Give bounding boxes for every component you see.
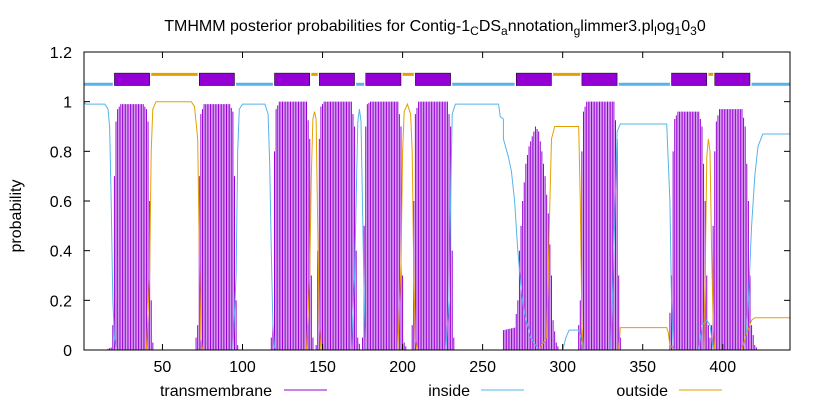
y-tick-label: 0.8 <box>50 144 72 161</box>
title-part: a <box>501 24 508 38</box>
y-tick-label: 1.2 <box>50 45 72 62</box>
title-part: TMHMM posterior probabilities for Contig… <box>164 18 470 35</box>
title-part: 3 <box>690 24 697 38</box>
title-part: 0 <box>681 18 690 35</box>
series-layer <box>83 101 790 351</box>
x-tick-label: 200 <box>389 359 416 376</box>
title-part: og <box>657 18 675 35</box>
y-axis-label: probability <box>8 180 25 253</box>
title-part: DS <box>479 18 501 35</box>
y-tick-label: 0.4 <box>50 244 72 261</box>
title-part: 0 <box>697 18 706 35</box>
axes-ticks: 0 0.2 0.4 0.6 0.8 1 1.2 50 100 150 200 250 300 350 400 <box>50 45 790 376</box>
x-tick-label: 400 <box>709 359 736 376</box>
title-part: nnotation <box>508 18 574 35</box>
topology-bar <box>84 72 790 86</box>
chart-title: TMHMM posterior probabilities for Contig… <box>164 18 706 38</box>
series-transmembrane <box>107 101 757 350</box>
legend-label-outside: outside <box>616 383 668 400</box>
topology-tm-segment <box>515 72 552 86</box>
y-tick-label: 0.6 <box>50 194 72 211</box>
topology-tm-segment <box>365 72 402 86</box>
topology-tm-segment <box>415 72 451 86</box>
title-part: 1 <box>675 24 682 38</box>
legend-label-transmembrane: transmembrane <box>160 383 272 400</box>
topology-tm-segment <box>319 72 355 86</box>
series-line-outside <box>84 101 790 351</box>
legend-label-inside: inside <box>428 383 470 400</box>
x-tick-label: 350 <box>629 359 656 376</box>
title-part: l <box>654 24 657 38</box>
y-tick-label: 0 <box>63 343 72 360</box>
topology-tm-segment <box>714 72 751 86</box>
title-part: limmer3.pl <box>580 18 654 35</box>
y-tick-label: 1 <box>63 95 72 112</box>
topology-tm-segment <box>114 72 150 86</box>
title-part: C <box>470 24 479 38</box>
title-part: g <box>574 24 581 38</box>
topology-tm-segment <box>199 72 235 86</box>
topology-tm-segment <box>671 72 708 86</box>
x-tick-label: 100 <box>229 359 256 376</box>
x-tick-label: 150 <box>309 359 336 376</box>
x-tick-label: 50 <box>154 359 172 376</box>
x-tick-label: 250 <box>469 359 496 376</box>
legend: transmembrane inside outside <box>160 383 722 400</box>
y-tick-label: 0.2 <box>50 293 72 310</box>
topology-tm-segment <box>581 72 618 86</box>
topology-tm-segment <box>274 72 310 86</box>
x-tick-label: 300 <box>549 359 576 376</box>
